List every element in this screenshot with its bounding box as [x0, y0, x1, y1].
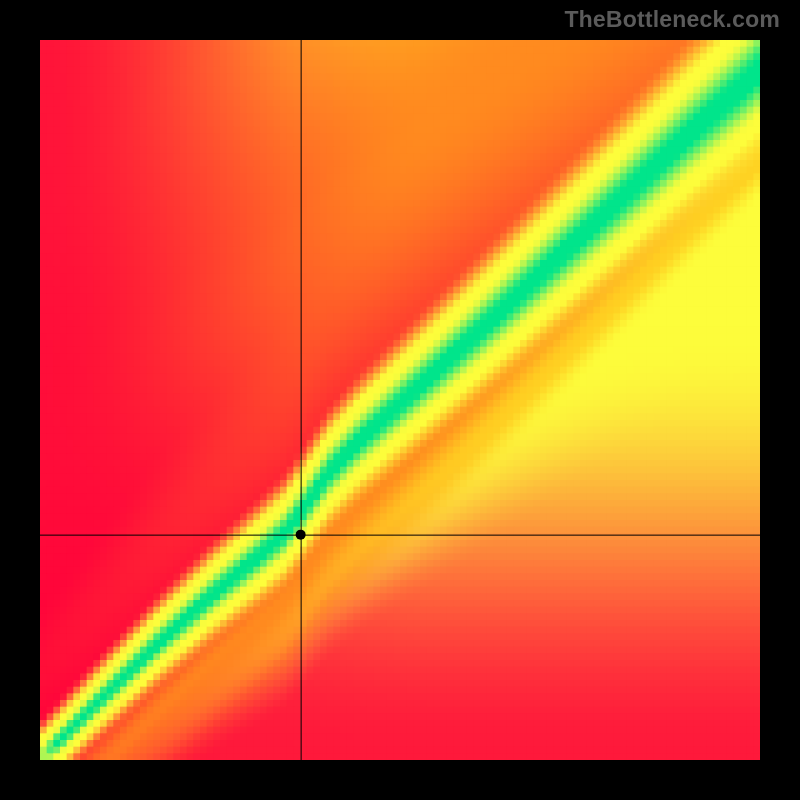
bottleneck-heatmap [40, 40, 760, 760]
chart-container: TheBottleneck.com [0, 0, 800, 800]
watermark: TheBottleneck.com [564, 6, 780, 33]
